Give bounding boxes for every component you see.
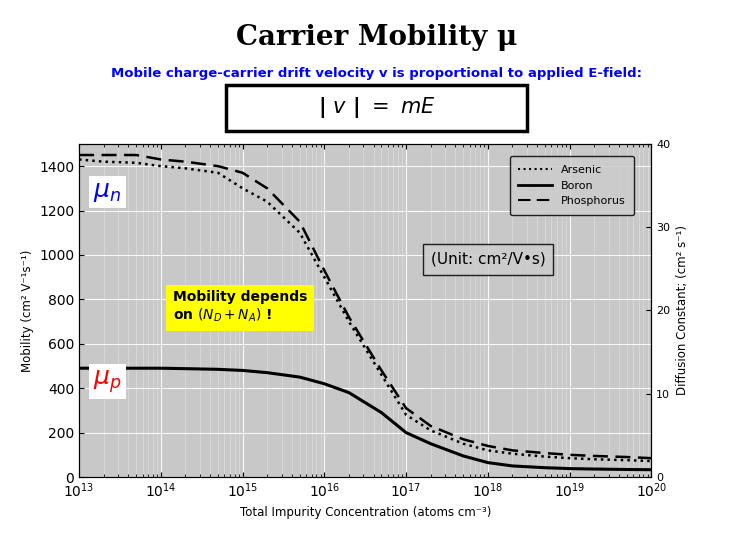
Boron — [213, 366, 222, 373]
Text: | $\mathbf{\mathit{v}}$ | $=$ $\mathbf{\mathit{m}}$$\mathbf{\mathit{E}}$: | $\mathbf{\mathit{v}}$ | $=$ $\mathbf{\… — [318, 95, 435, 120]
Phosphorus — [157, 156, 166, 163]
Boron — [132, 365, 141, 372]
Boron — [426, 440, 435, 447]
Arsenic — [377, 372, 386, 378]
Phosphorus — [263, 185, 272, 191]
Phosphorus — [75, 152, 84, 158]
Text: $\mu_p$: $\mu_p$ — [93, 368, 122, 395]
Boron — [157, 365, 166, 372]
Phosphorus — [132, 152, 141, 158]
Phosphorus — [377, 367, 386, 374]
Boron — [459, 453, 468, 459]
Arsenic — [541, 454, 550, 460]
Boron — [590, 466, 599, 472]
Line: Phosphorus: Phosphorus — [79, 155, 651, 458]
X-axis label: Total Impurity Concentration (atoms cm⁻³): Total Impurity Concentration (atoms cm⁻³… — [239, 506, 491, 519]
Text: Mobility depends
on $(N_D + N_A)$ !: Mobility depends on $(N_D + N_A)$ ! — [172, 290, 307, 325]
FancyBboxPatch shape — [226, 85, 527, 131]
Phosphorus — [459, 436, 468, 442]
Boron — [508, 463, 517, 469]
Boron — [622, 466, 631, 473]
Phosphorus — [483, 443, 492, 449]
Phosphorus — [565, 451, 574, 458]
Arsenic — [320, 274, 329, 280]
Text: (Unit: cm²/V•s): (Unit: cm²/V•s) — [431, 252, 545, 267]
Arsenic — [132, 159, 141, 166]
Arsenic — [622, 457, 631, 463]
Phosphorus — [541, 450, 550, 456]
Arsenic — [426, 427, 435, 434]
Y-axis label: Diffusion Constant; (cm² s⁻¹): Diffusion Constant; (cm² s⁻¹) — [676, 225, 689, 395]
Arsenic — [483, 447, 492, 454]
Arsenic — [75, 156, 84, 163]
Y-axis label: Mobility (cm² V⁻¹s⁻¹): Mobility (cm² V⁻¹s⁻¹) — [20, 249, 34, 372]
Boron — [401, 430, 410, 436]
Text: $\mu_n$: $\mu_n$ — [93, 180, 121, 204]
Boron — [238, 367, 247, 374]
Phosphorus — [622, 454, 631, 461]
Boron — [263, 369, 272, 376]
Boron — [99, 365, 108, 372]
Phosphorus — [181, 158, 190, 165]
Arsenic — [213, 169, 222, 176]
Phosphorus — [590, 453, 599, 459]
Arsenic — [263, 198, 272, 205]
Text: Mobile charge-carrier drift velocity v is proportional to applied E-field:: Mobile charge-carrier drift velocity v i… — [111, 67, 642, 79]
Phosphorus — [238, 169, 247, 176]
Boron — [541, 465, 550, 471]
Phosphorus — [99, 152, 108, 158]
Phosphorus — [344, 314, 353, 320]
Arsenic — [508, 450, 517, 457]
Boron — [647, 466, 656, 473]
Boron — [483, 459, 492, 466]
Text: Carrier Mobility μ: Carrier Mobility μ — [236, 24, 517, 51]
Phosphorus — [295, 219, 304, 225]
Phosphorus — [426, 423, 435, 429]
Arsenic — [99, 158, 108, 165]
Phosphorus — [320, 268, 329, 274]
Arsenic — [590, 456, 599, 463]
Arsenic — [181, 165, 190, 172]
Legend: Arsenic, Boron, Phosphorus: Arsenic, Boron, Phosphorus — [510, 156, 634, 215]
Phosphorus — [213, 163, 222, 169]
Boron — [181, 366, 190, 372]
Phosphorus — [647, 455, 656, 462]
Arsenic — [157, 163, 166, 169]
Arsenic — [401, 411, 410, 418]
Boron — [75, 365, 84, 372]
Arsenic — [344, 318, 353, 325]
Line: Arsenic: Arsenic — [79, 159, 651, 461]
Arsenic — [459, 440, 468, 447]
Boron — [320, 381, 329, 387]
Arsenic — [295, 230, 304, 236]
Boron — [377, 409, 386, 416]
Arsenic — [238, 185, 247, 191]
Phosphorus — [508, 447, 517, 454]
Line: Boron: Boron — [79, 368, 651, 470]
Boron — [565, 465, 574, 472]
Phosphorus — [401, 405, 410, 411]
Arsenic — [565, 455, 574, 462]
Boron — [344, 390, 353, 396]
Boron — [295, 374, 304, 381]
Arsenic — [647, 458, 656, 464]
